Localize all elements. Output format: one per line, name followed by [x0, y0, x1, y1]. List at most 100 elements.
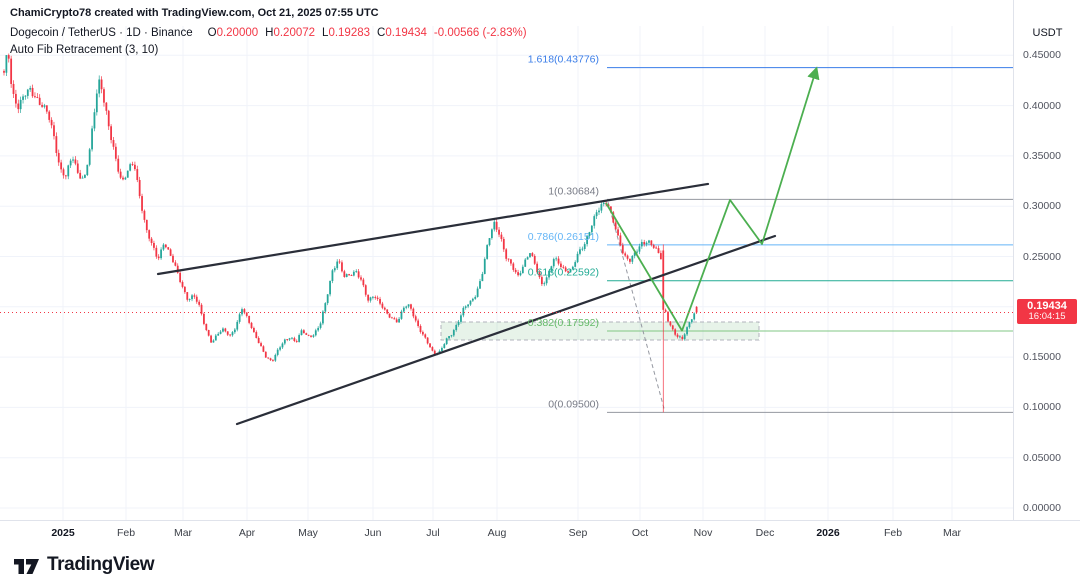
- candle-body: [122, 177, 124, 180]
- candle-body: [214, 335, 217, 341]
- candle-body: [681, 336, 684, 339]
- ohlc-key: C: [377, 27, 386, 39]
- candle-body: [224, 328, 227, 332]
- candle-body: [433, 350, 436, 356]
- candle-body: [112, 140, 115, 147]
- candle-body: [319, 323, 322, 328]
- candle-body: [95, 93, 98, 113]
- candle-body: [241, 309, 243, 315]
- time-tick-label: Jun: [364, 527, 382, 539]
- candle-body: [505, 249, 508, 259]
- candle-body: [326, 294, 329, 304]
- symbol-title[interactable]: Dogecoin / TetherUS · 1D · Binance: [10, 27, 193, 39]
- candle-body: [412, 308, 415, 317]
- candle-body: [650, 240, 653, 246]
- last-price-badge: 0.19434 16:04:15: [1017, 299, 1077, 325]
- candle-body: [50, 119, 53, 126]
- credit-text: ChamiCrypto78 created with TradingView.c…: [10, 7, 379, 19]
- candle-body: [153, 242, 155, 248]
- candle-body: [569, 269, 572, 273]
- candle-body: [533, 255, 536, 264]
- time-axis[interactable]: 2025 Feb Mar Apr May Jun Jul Aug Sep Oct Nov Dec 202…: [0, 520, 1080, 546]
- candle-body: [143, 210, 146, 220]
- axis-unit-label: USDT: [1032, 27, 1063, 39]
- candle-body: [200, 304, 203, 314]
- candle-body: [276, 349, 279, 355]
- candle-body: [157, 256, 160, 259]
- candle-body: [355, 271, 358, 273]
- price-tick-label: 0.05000: [1023, 451, 1061, 464]
- candle-body: [524, 259, 527, 267]
- candle-body: [507, 258, 510, 260]
- candle-body: [107, 110, 110, 127]
- candle-body: [348, 274, 350, 276]
- candle-body: [464, 306, 467, 308]
- chart-canvas[interactable]: 1.618(0.43776) 1(0.30684) 0.786(0.26151) 0.…: [0, 0, 1013, 520]
- candle-body: [248, 315, 251, 323]
- candle-body: [581, 248, 584, 250]
- candle-body: [198, 301, 201, 305]
- candle-body: [341, 262, 343, 272]
- candle-body: [583, 244, 586, 250]
- indicator-title[interactable]: Auto Fib Retracement (3, 10): [10, 44, 159, 56]
- candle-body: [176, 265, 179, 273]
- candle-body: [598, 210, 600, 213]
- candle-body: [426, 337, 429, 344]
- candle-body: [633, 252, 636, 256]
- candle-body: [695, 306, 698, 313]
- candle-body: [550, 266, 553, 271]
- candle-body: [236, 321, 239, 330]
- candle-body: [448, 336, 450, 339]
- candle-body: [457, 321, 460, 325]
- candle-body: [431, 347, 434, 351]
- candle-body: [383, 307, 386, 310]
- candle-body: [17, 103, 20, 110]
- candle-body: [557, 258, 560, 264]
- candle-body: [329, 280, 331, 295]
- candle-body: [305, 333, 308, 335]
- candle-body: [291, 337, 293, 339]
- candle-body: [333, 268, 336, 271]
- candle-body: [391, 317, 393, 319]
- candle-body: [493, 221, 496, 230]
- candle-body: [614, 222, 617, 230]
- trendline-lower-support: [235, 234, 777, 426]
- candle-body: [34, 96, 36, 98]
- candle-body: [667, 311, 669, 322]
- candle-body: [238, 314, 241, 322]
- time-tick-label: 2025: [51, 527, 75, 539]
- price-tick-label: 0.30000: [1023, 200, 1061, 213]
- candle-body: [543, 283, 546, 285]
- candle-body: [402, 307, 405, 312]
- candle-body: [155, 247, 158, 257]
- candle-body: [53, 125, 55, 137]
- candle-body: [36, 97, 39, 98]
- candle-body: [469, 300, 472, 305]
- candle-body: [676, 334, 679, 337]
- candle-body: [93, 112, 96, 129]
- candle-body: [590, 225, 593, 233]
- candle-body: [669, 321, 672, 326]
- price-axis[interactable]: USDT 0.19434 16:04:15 0.45000 0.40000 0.35…: [1013, 0, 1080, 520]
- bar-countdown: 16:04:15: [1028, 311, 1066, 323]
- time-tick-label: Sep: [568, 527, 588, 539]
- candle-body: [648, 240, 650, 243]
- candle-body: [188, 298, 191, 300]
- projection-path: [605, 66, 820, 332]
- candle-body: [369, 297, 372, 301]
- candle-body: [103, 89, 105, 103]
- candle-body: [645, 242, 648, 245]
- candle-body: [374, 297, 377, 298]
- candle-body: [455, 324, 458, 331]
- ohlc-key: O: [207, 27, 217, 39]
- candle-body: [352, 271, 355, 276]
- candle-body: [336, 261, 339, 269]
- time-tick-label: Dec: [755, 527, 775, 539]
- candle-body: [491, 229, 493, 239]
- tradingview-logo[interactable]: TradingView: [14, 554, 155, 576]
- candle-body: [15, 93, 17, 104]
- time-tick-label: Mar: [942, 527, 962, 539]
- fib-level-label: 0.382(0.17592): [528, 317, 599, 329]
- candle-body: [233, 329, 236, 333]
- candle-body: [350, 275, 353, 276]
